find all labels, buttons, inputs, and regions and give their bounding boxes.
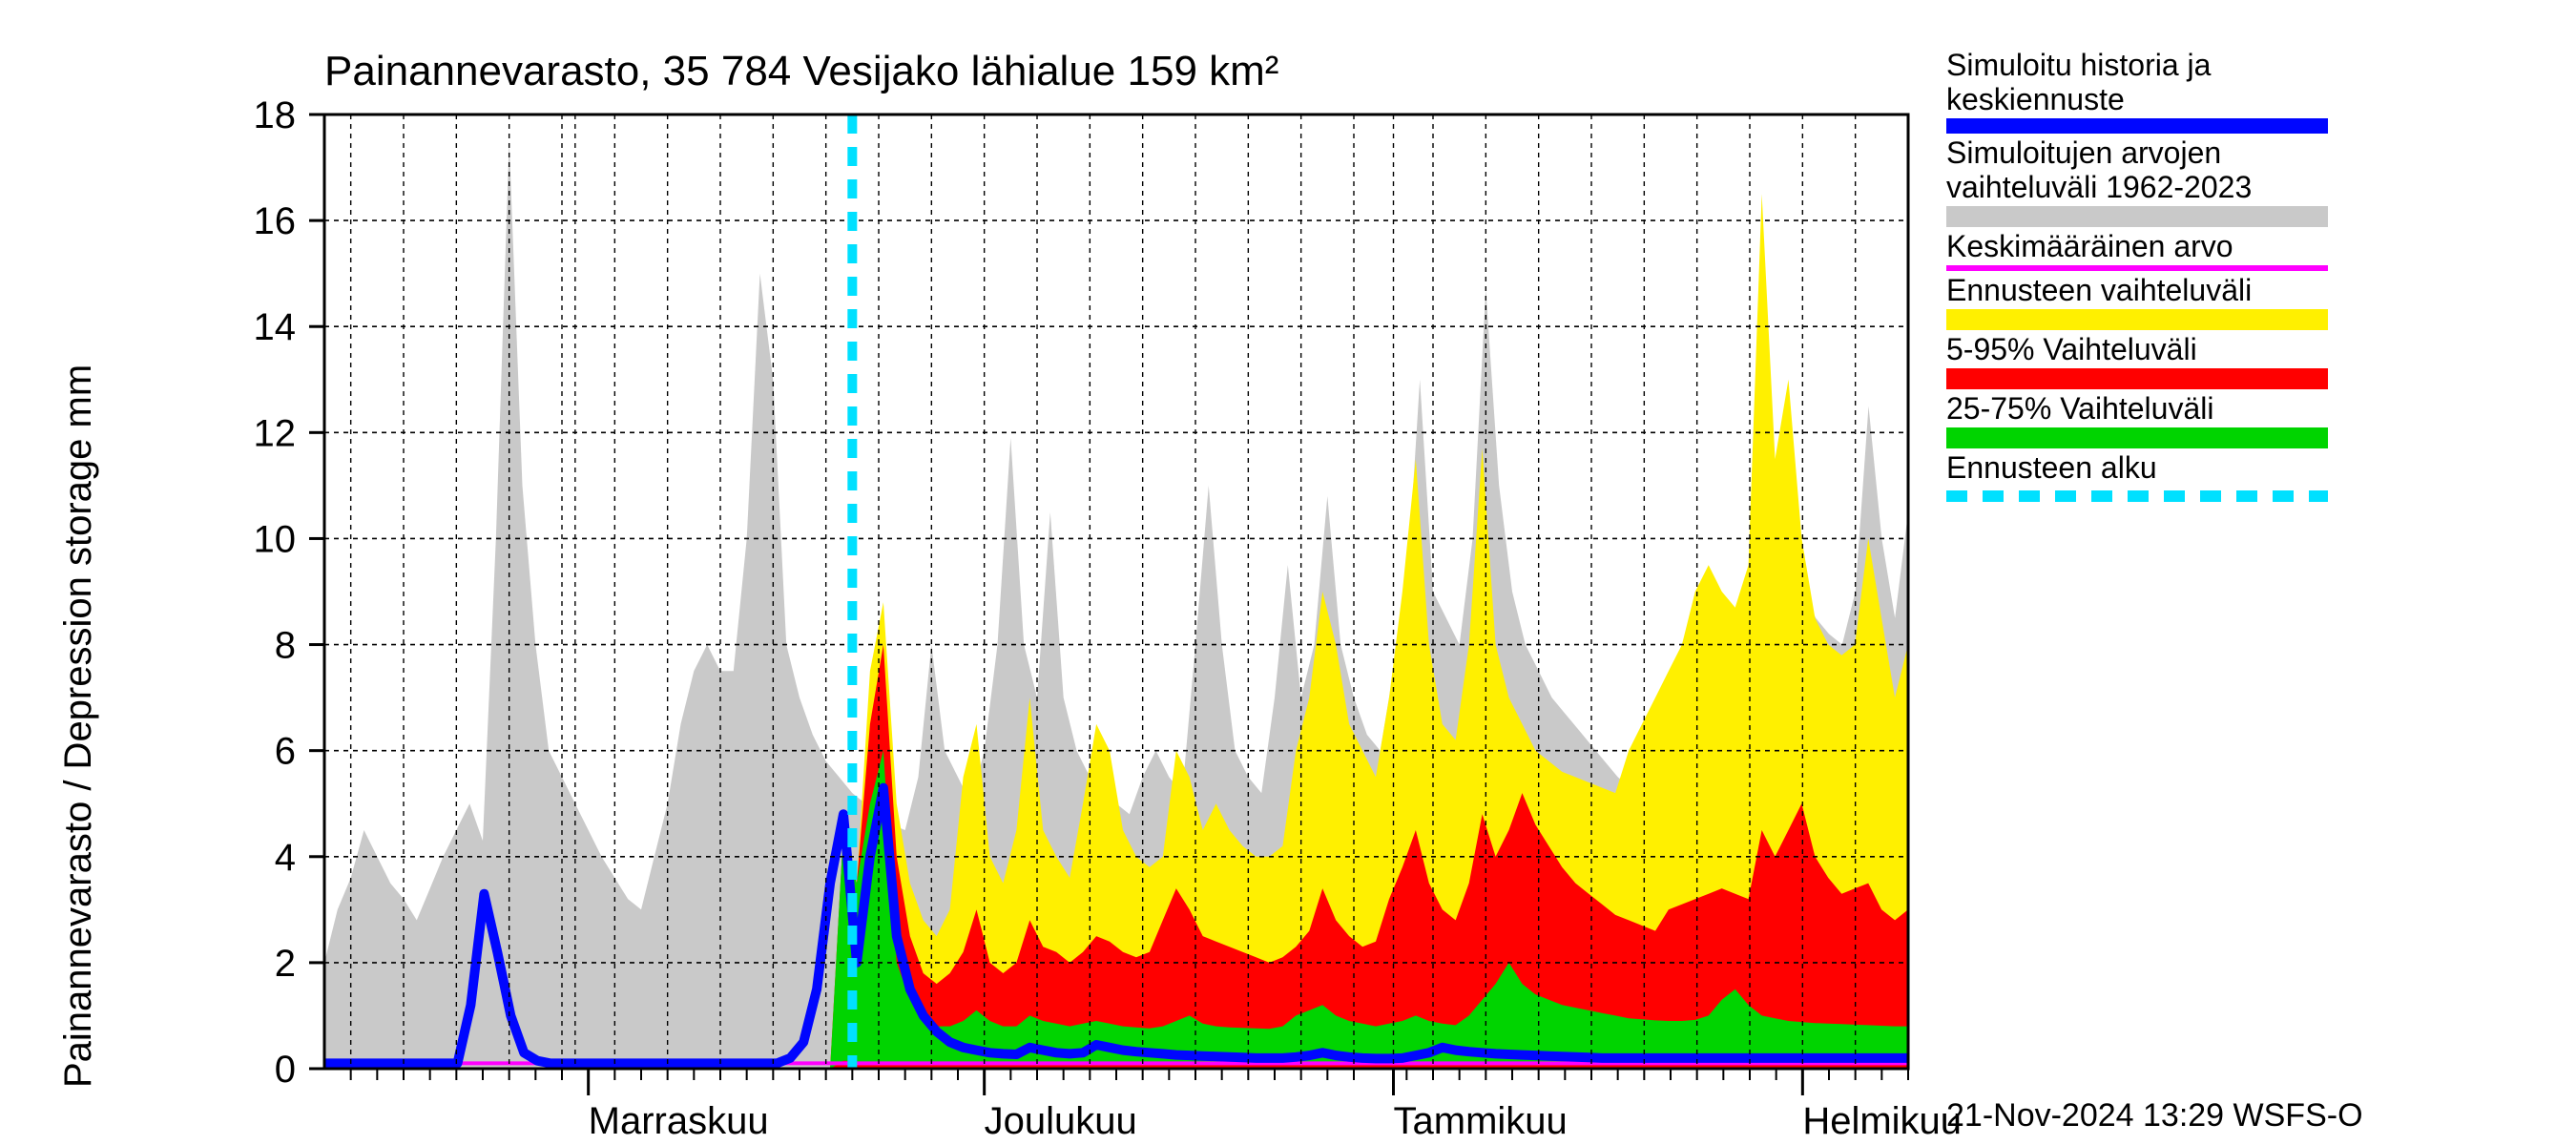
legend-item: Simuloitujen arvojen vaihteluväli 1962-2… [1946, 135, 2328, 227]
legend-item: Ennusteen vaihteluväli [1946, 273, 2328, 330]
y-tick-label: 2 [275, 943, 296, 985]
y-tick-label: 10 [254, 518, 297, 560]
legend-item: 25-75% Vaihteluväli [1946, 391, 2328, 448]
legend-item: Keskimääräinen arvo [1946, 229, 2328, 271]
legend-label: Simuloitujen arvojen vaihteluväli 1962-2… [1946, 135, 2328, 204]
legend-swatch [1946, 265, 2328, 271]
y-axis-label: Painannevarasto / Depression storage mm [57, 364, 100, 1088]
legend-item: Ennusteen alku [1946, 450, 2328, 502]
y-tick-label: 0 [275, 1049, 296, 1091]
chart-title: Painannevarasto, 35 784 Vesijako lähialu… [324, 48, 1278, 95]
legend-swatch [1946, 206, 2328, 227]
y-tick-label: 18 [254, 94, 297, 136]
y-tick-label: 4 [275, 837, 296, 879]
legend-swatch [1946, 368, 2328, 389]
x-month-label: Joulukuu [985, 1100, 1137, 1142]
legend-label: Keskimääräinen arvo [1946, 229, 2328, 263]
y-tick-label: 12 [254, 412, 297, 454]
legend-label: 5-95% Vaihteluväli [1946, 332, 2328, 366]
x-month-label: Helmikuu [1802, 1100, 1962, 1142]
y-tick-label: 6 [275, 731, 296, 773]
timestamp: 21-Nov-2024 13:29 WSFS-O [1946, 1097, 2363, 1135]
legend-swatch [1946, 309, 2328, 330]
legend-item: Simuloitu historia ja keskiennuste [1946, 48, 2328, 134]
legend-swatch [1946, 490, 2328, 502]
x-month-label: Marraskuu [589, 1100, 769, 1142]
legend-label: Ennusteen vaihteluväli [1946, 273, 2328, 307]
legend-swatch [1946, 427, 2328, 448]
x-month-label: Tammikuu [1394, 1100, 1568, 1142]
legend-item: 5-95% Vaihteluväli [1946, 332, 2328, 389]
chart-container: Painannevarasto / Depression storage mm … [0, 0, 2576, 1145]
legend: Simuloitu historia ja keskiennuste Simulo… [1946, 48, 2328, 504]
legend-swatch [1946, 118, 2328, 134]
y-tick-label: 8 [275, 625, 296, 667]
y-tick-label: 14 [254, 306, 297, 348]
y-tick-label: 16 [254, 200, 297, 242]
legend-label: Simuloitu historia ja keskiennuste [1946, 48, 2328, 116]
legend-label: Ennusteen alku [1946, 450, 2328, 485]
legend-label: 25-75% Vaihteluväli [1946, 391, 2328, 426]
